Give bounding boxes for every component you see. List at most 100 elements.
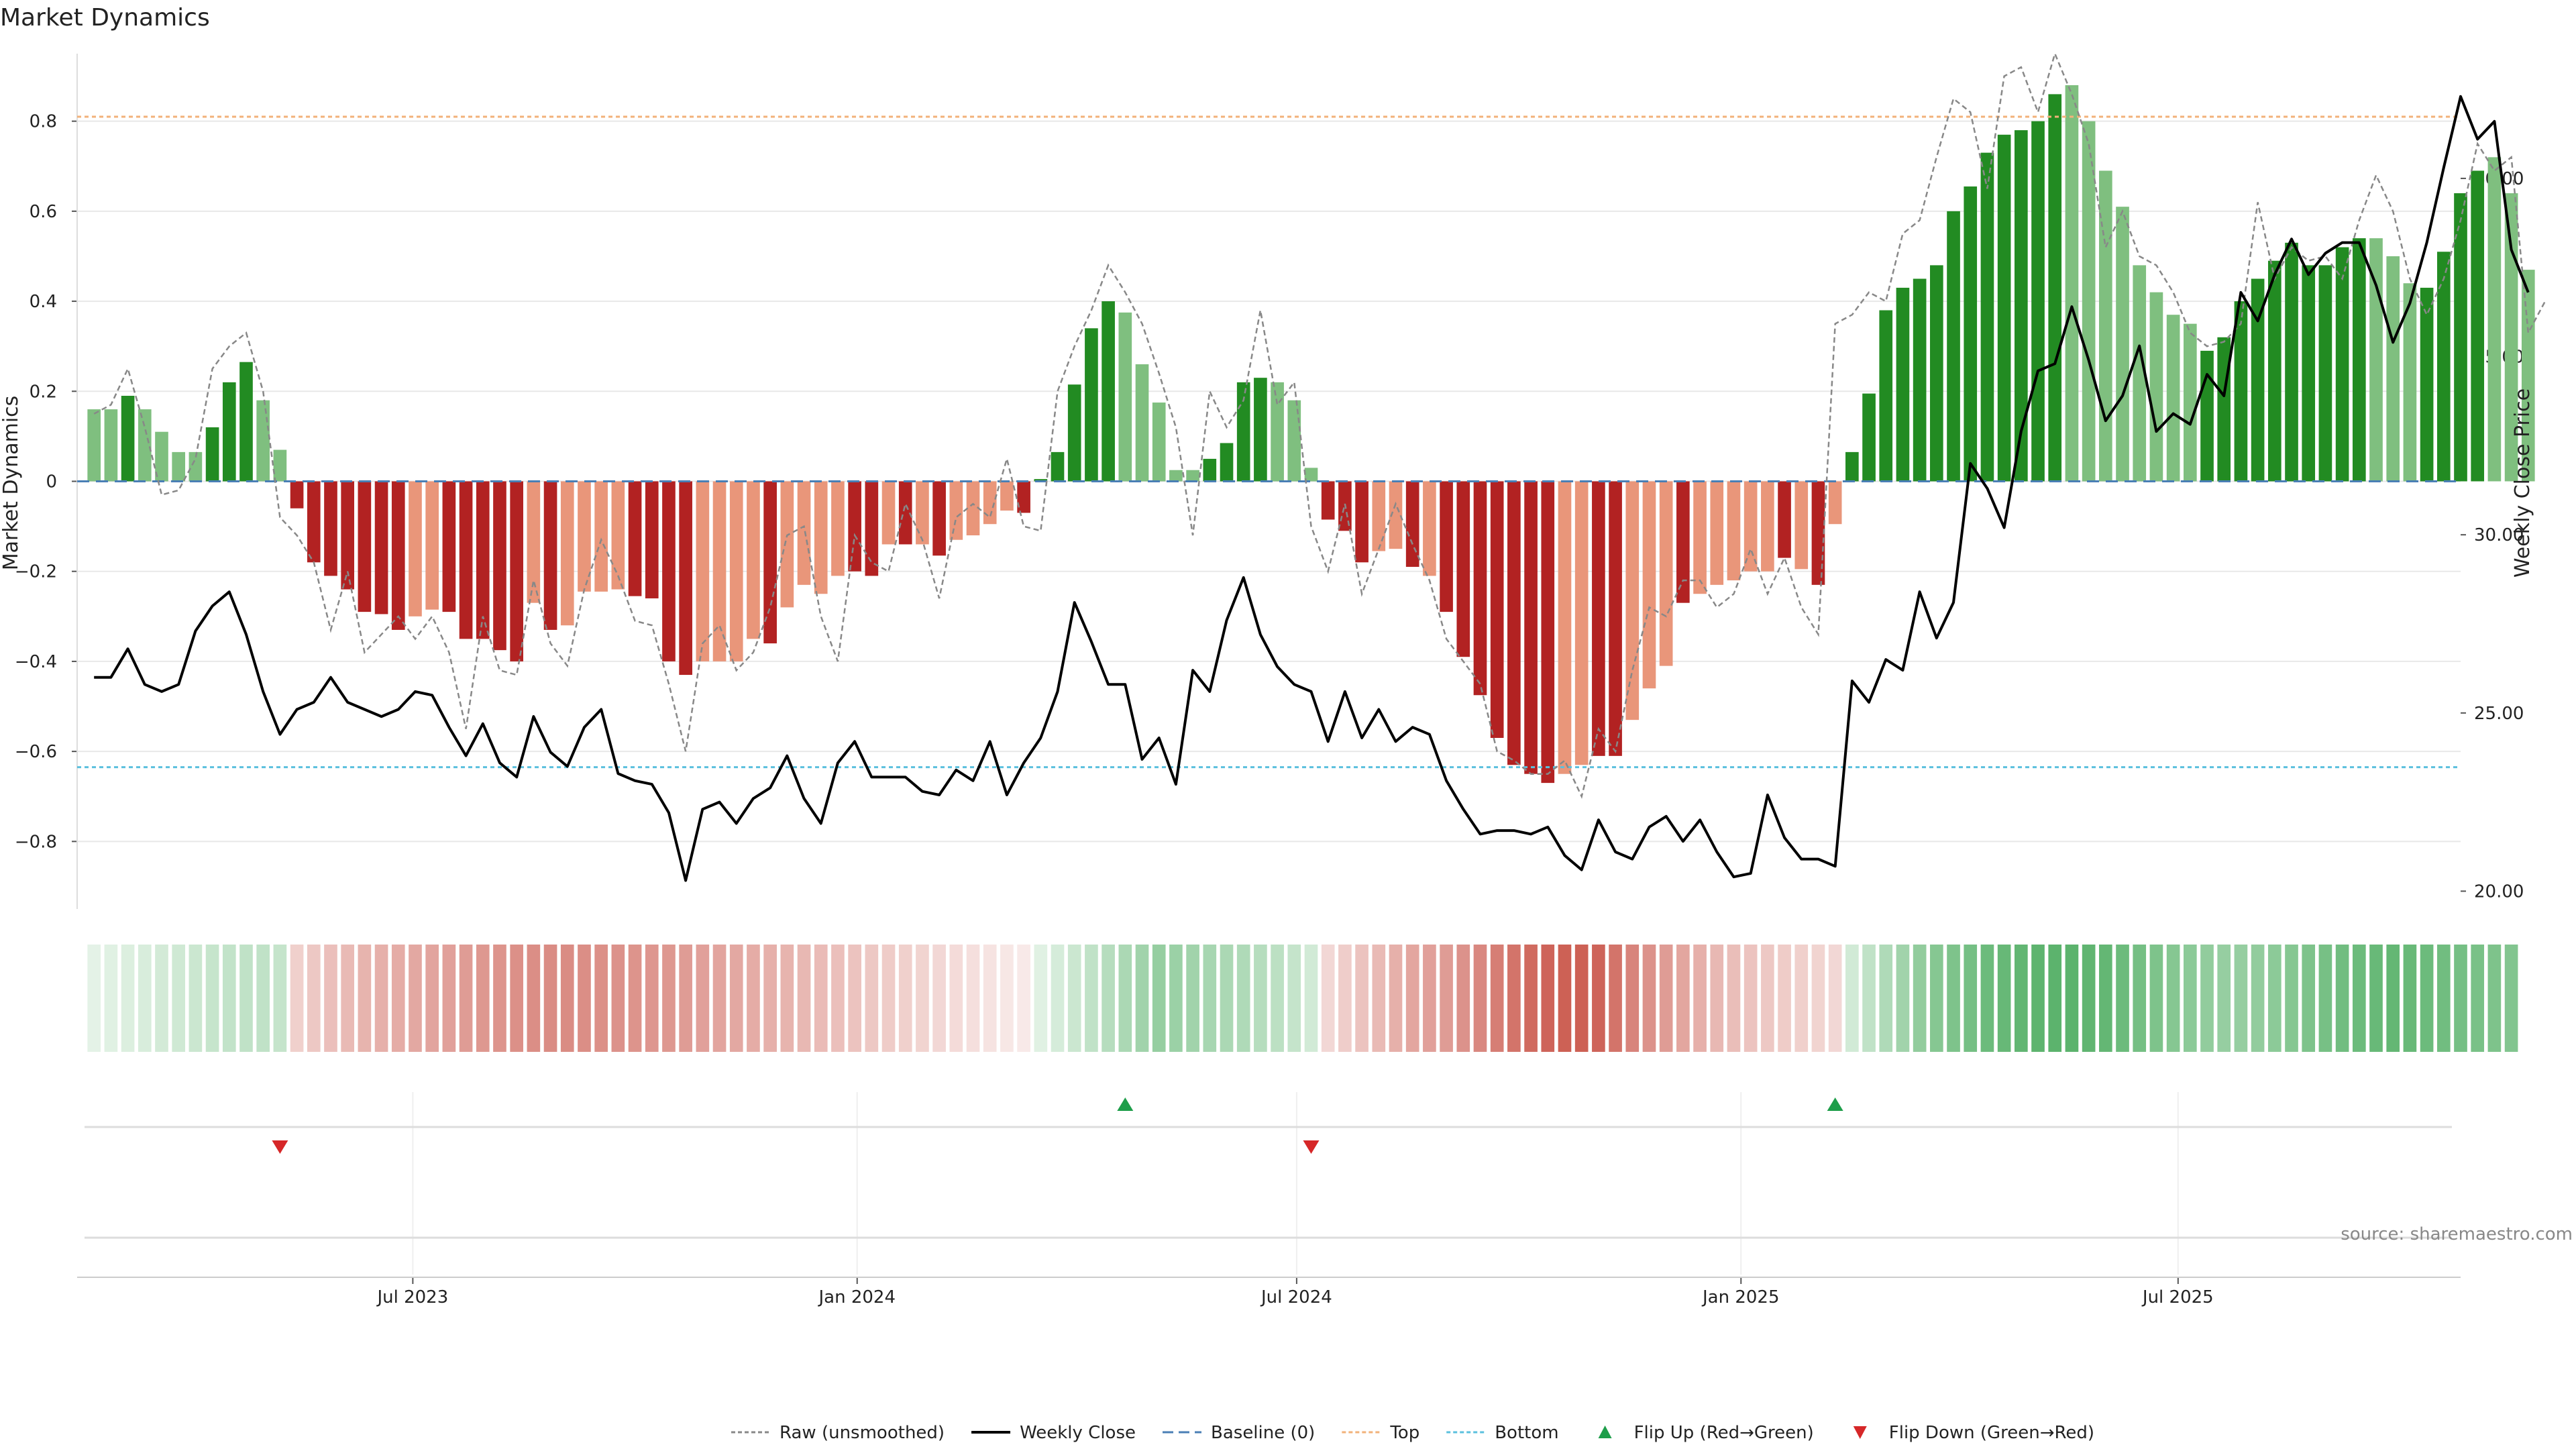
bar (949, 481, 963, 540)
bar (425, 481, 439, 610)
strip-cell (1676, 945, 1690, 1052)
bar (1743, 481, 1758, 572)
strip-cell (1405, 945, 1419, 1052)
bar (1592, 481, 1605, 756)
bar (1169, 470, 1183, 482)
strip-cell (1287, 945, 1301, 1052)
bar (2217, 337, 2231, 482)
bar (1456, 481, 1470, 657)
bar (2015, 130, 2028, 482)
strip-cell (476, 945, 490, 1052)
bar (1659, 481, 1673, 666)
legend-label: Flip Up (Red→Green) (1634, 1423, 1814, 1443)
x-tick-label: Jul 2023 (376, 1287, 448, 1307)
strip-cell (763, 945, 777, 1052)
legend-label: Raw (unsmoothed) (780, 1423, 945, 1443)
strip-cell (1152, 945, 1166, 1052)
strip-cell (1051, 945, 1065, 1052)
strip-cell (2217, 945, 2231, 1052)
legend-symbol (1853, 1426, 1867, 1439)
bar (2521, 270, 2535, 482)
bar (273, 449, 287, 482)
bar (476, 481, 490, 639)
bar (1574, 481, 1589, 765)
strip-cell (1609, 945, 1622, 1052)
strip-cell (1440, 945, 1453, 1052)
strip-cell (1659, 945, 1673, 1052)
y-tick-label: 0 (46, 472, 57, 492)
bar (2183, 323, 2197, 482)
y-tick-label: −0.8 (15, 832, 57, 852)
y2-tick-label: 20.00 (2474, 881, 2524, 902)
bar (1067, 384, 1081, 482)
strip-cell (1727, 945, 1741, 1052)
bar (1203, 458, 1217, 482)
x-tick-label: Jul 2024 (1260, 1287, 1332, 1307)
bar (2302, 265, 2316, 482)
bar (222, 382, 236, 482)
strip-cell (374, 945, 388, 1052)
bar (611, 481, 625, 590)
bar (155, 431, 168, 482)
strip-cell (1997, 945, 2011, 1052)
bar (341, 481, 355, 590)
bar (1778, 481, 1791, 558)
bar (1355, 481, 1368, 563)
y-tick-label: −0.4 (15, 652, 57, 672)
strip-cell (679, 945, 692, 1052)
strip-cell (1693, 945, 1707, 1052)
bar (324, 481, 337, 576)
bar (2133, 265, 2147, 482)
bar (831, 481, 845, 576)
strip-cell (797, 945, 811, 1052)
strip-cell (1913, 945, 1927, 1052)
bar (848, 481, 861, 572)
bar (1896, 287, 1910, 482)
bar (2048, 94, 2062, 482)
bar (493, 481, 506, 651)
strip-cell (1355, 945, 1368, 1052)
bar (1389, 481, 1403, 549)
strip-cell (2285, 945, 2298, 1052)
y-tick-label: 0.4 (30, 292, 57, 312)
bar (2285, 242, 2298, 482)
bar (1220, 443, 1234, 482)
bar (1524, 481, 1538, 774)
bar (1102, 301, 1115, 482)
y-tick-label: 0.6 (30, 202, 57, 222)
strip-cell (881, 945, 896, 1052)
bar (2471, 170, 2485, 482)
bar (1490, 481, 1504, 738)
strip-cell (814, 945, 828, 1052)
strip-cell (1507, 945, 1521, 1052)
bar (1118, 312, 1132, 482)
strip-cell (205, 945, 219, 1052)
strip-cell (425, 945, 439, 1052)
y2-axis-label: Weekly Close Price (2511, 388, 2534, 578)
bar (121, 396, 135, 482)
bar (898, 481, 912, 545)
strip-cell (256, 945, 270, 1052)
strip-cell (1220, 945, 1234, 1052)
strip-cell (1930, 945, 1943, 1052)
legend-label: Baseline (0) (1211, 1423, 1315, 1443)
bar (1693, 481, 1707, 594)
strip-cell (2504, 945, 2518, 1052)
strip-cell (1034, 945, 1048, 1052)
strip-cell (780, 945, 794, 1052)
bar (1423, 481, 1436, 576)
strip-cell (2149, 945, 2163, 1052)
legend-item-top: Top (1342, 1423, 1419, 1443)
strip-cell (155, 945, 168, 1052)
strip-cell (1254, 945, 1267, 1052)
bar (2267, 260, 2282, 482)
strip-cell (2267, 945, 2282, 1052)
strip-cell (2335, 945, 2349, 1052)
bar (1473, 481, 1487, 696)
strip-cell (1118, 945, 1132, 1052)
flip-down-marker (272, 1140, 288, 1154)
legend: Raw (unsmoothed) Weekly Close Baseline (0)… (731, 1423, 2094, 1443)
bar (1727, 481, 1741, 581)
bar (409, 481, 422, 616)
strip-cell (2487, 945, 2502, 1052)
